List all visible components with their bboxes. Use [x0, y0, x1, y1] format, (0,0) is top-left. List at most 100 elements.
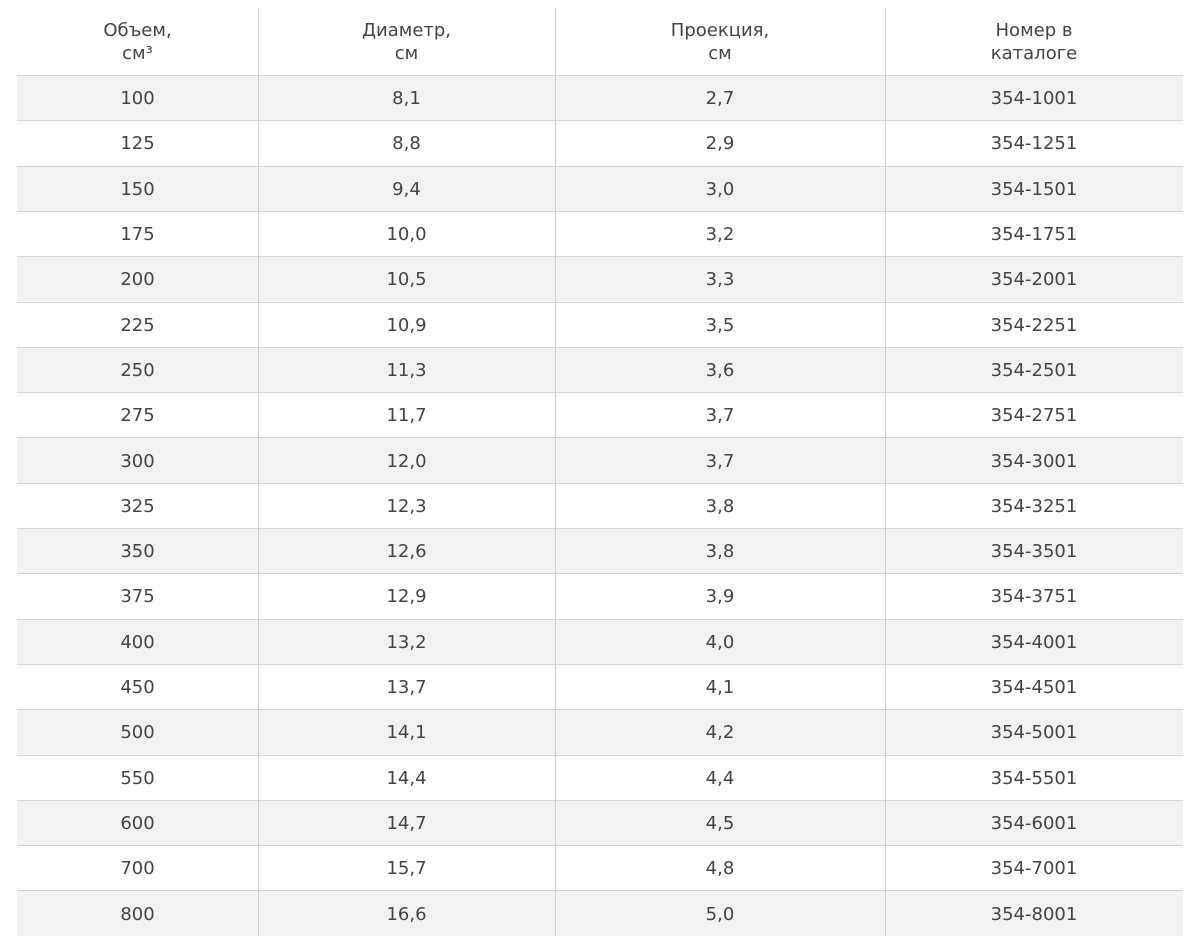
header-text: Номер в — [995, 19, 1073, 41]
table-row: 250 11,3 3,6 354-2501 — [17, 346, 1183, 393]
header-text: см³ — [122, 42, 153, 64]
table-cell: 3,6 — [705, 359, 735, 381]
table-cell: 275 — [120, 405, 155, 427]
table-cell: 3,8 — [705, 541, 735, 563]
header-cell: Диаметр, см — [258, 8, 555, 75]
header-text: Диаметр, — [361, 19, 452, 41]
table-cell: 3,3 — [705, 269, 735, 291]
table-cell: 354-2501 — [990, 359, 1078, 381]
table-cell: 354-5001 — [990, 722, 1078, 744]
table-cell: 350 — [120, 541, 155, 563]
table-row: 450 13,7 4,1 354-4501 — [17, 663, 1183, 709]
table-cell: 3,7 — [705, 450, 735, 472]
table-cell: 4,8 — [705, 858, 735, 880]
table-cell: 700 — [120, 858, 155, 880]
table-cell: 250 — [120, 359, 155, 381]
table-cell: 354-6001 — [990, 812, 1078, 834]
header-text: см — [394, 42, 419, 64]
table-cell: 4,5 — [705, 812, 735, 834]
table-cell: 4,1 — [705, 677, 735, 699]
table-cell: 354-5501 — [990, 767, 1078, 789]
table-cell: 8,1 — [392, 88, 421, 110]
table-row: 600 14,7 4,5 354-6001 — [17, 799, 1183, 846]
table-cell: 12,3 — [386, 495, 427, 517]
column-divider — [555, 8, 556, 936]
table-cell: 4,2 — [705, 722, 735, 744]
table-row: 175 10,0 3,2 354-1751 — [17, 210, 1183, 256]
table-row: 350 12,6 3,8 354-3501 — [17, 528, 1183, 574]
table-cell: 3,9 — [705, 586, 735, 608]
header-text: Проекция, — [670, 19, 770, 41]
table-cell: 3,5 — [705, 314, 735, 336]
header-cell: Объем, см³ — [17, 8, 258, 75]
table-cell: 3,8 — [705, 495, 735, 517]
table-cell: 354-8001 — [990, 903, 1078, 925]
table-cell: 12,0 — [386, 450, 427, 472]
table-cell: 14,4 — [386, 767, 427, 789]
table-cell: 13,2 — [386, 631, 427, 653]
table-cell: 12,9 — [386, 586, 427, 608]
table-cell: 354-3751 — [990, 586, 1078, 608]
table-cell: 354-3001 — [990, 450, 1078, 472]
table-row: 500 14,1 4,2 354-5001 — [17, 709, 1183, 755]
table-row: 100 8,1 2,7 354-1001 — [17, 75, 1183, 121]
table-cell: 9,4 — [392, 178, 421, 200]
table-cell: 354-3251 — [990, 495, 1078, 517]
table-cell: 354-1001 — [990, 88, 1078, 110]
table-cell: 175 — [120, 224, 155, 246]
table-cell: 354-1251 — [990, 133, 1078, 155]
column-divider — [258, 8, 259, 936]
table-cell: 354-4501 — [990, 677, 1078, 699]
table-row: 400 13,2 4,0 354-4001 — [17, 618, 1183, 664]
table-row: 700 15,7 4,8 354-7001 — [17, 845, 1183, 890]
table-cell: 11,3 — [386, 359, 427, 381]
table-cell: 375 — [120, 586, 155, 608]
table-cell: 2,7 — [705, 88, 735, 110]
table-row: 800 16,6 5,0 354-8001 — [17, 890, 1183, 936]
table-cell: 10,5 — [386, 269, 427, 291]
header-text: см — [708, 42, 732, 64]
table-cell: 450 — [120, 677, 155, 699]
table-cell: 354-4001 — [990, 631, 1078, 653]
table-row: 225 10,9 3,5 354-2251 — [17, 301, 1183, 347]
table-cell: 16,6 — [386, 903, 427, 925]
table-cell: 800 — [120, 903, 155, 925]
table-cell: 12,6 — [386, 541, 427, 563]
table-cell: 3,2 — [705, 224, 735, 246]
table-cell: 354-2751 — [990, 405, 1078, 427]
table-cell: 354-7001 — [990, 858, 1078, 880]
table-cell: 354-3501 — [990, 541, 1078, 563]
column-divider — [885, 8, 886, 936]
table-cell: 14,1 — [386, 722, 427, 744]
table-cell: 600 — [120, 812, 155, 834]
table-cell: 354-1501 — [990, 178, 1078, 200]
table-cell: 15,7 — [386, 858, 427, 880]
table-row: 200 10,5 3,3 354-2001 — [17, 256, 1183, 302]
table-cell: 5,0 — [705, 903, 735, 925]
table-cell: 550 — [120, 767, 155, 789]
table-row: 150 9,4 3,0 354-1501 — [17, 165, 1183, 211]
table-cell: 300 — [120, 450, 155, 472]
table-row: 275 11,7 3,7 354-2751 — [17, 392, 1183, 437]
table-cell: 354-2001 — [990, 269, 1078, 291]
table-cell: 225 — [120, 314, 155, 336]
table-row: 300 12,0 3,7 354-3001 — [17, 437, 1183, 483]
table-cell: 8,8 — [392, 133, 421, 155]
table-row: 325 12,3 3,8 354-3251 — [17, 482, 1183, 528]
header-text: Объем, — [103, 19, 172, 41]
table-cell: 3,7 — [705, 405, 735, 427]
header-cell: Проекция, см — [555, 8, 885, 75]
table-cell: 10,9 — [386, 314, 427, 336]
table-cell: 125 — [120, 133, 155, 155]
table-cell: 3,0 — [705, 178, 735, 200]
table-cell: 100 — [120, 88, 155, 110]
table-cell: 400 — [120, 631, 155, 653]
table-cell: 10,0 — [386, 224, 427, 246]
table-row: 375 12,9 3,9 354-3751 — [17, 573, 1183, 618]
table-cell: 150 — [120, 178, 155, 200]
table-cell: 13,7 — [386, 677, 427, 699]
table-row: 550 14,4 4,4 354-5501 — [17, 754, 1183, 800]
table-cell: 14,7 — [386, 812, 427, 834]
table-cell: 325 — [120, 495, 155, 517]
